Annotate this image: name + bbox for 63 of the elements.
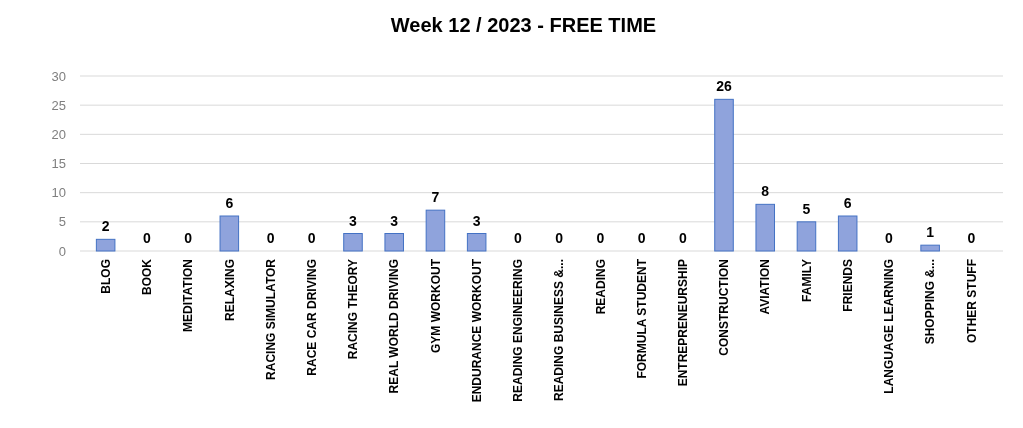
x-tick-label: BOOK xyxy=(140,258,155,295)
x-tick-label: SHOPPING &... xyxy=(923,259,938,345)
bar xyxy=(714,98,734,252)
data-label: 0 xyxy=(307,230,316,246)
x-tick-label: OTHER STUFF xyxy=(964,259,979,343)
y-tick-label: 25 xyxy=(51,97,66,113)
x-tick-label: FAMILY xyxy=(799,259,814,302)
x-tick-label: REAL WORLD DRIVING xyxy=(387,259,402,394)
x-tick-label: MEDITATION xyxy=(181,259,196,332)
x-tick-label: RACING THEORY xyxy=(346,259,361,360)
x-tick-label: FORMULA STUDENT xyxy=(634,258,649,379)
data-label: 8 xyxy=(761,183,770,200)
data-label: 0 xyxy=(885,230,894,246)
bar xyxy=(219,215,240,252)
data-label: 0 xyxy=(184,230,193,246)
x-tick-label: RACE CAR DRIVING xyxy=(304,259,319,376)
bar xyxy=(920,244,940,252)
bar xyxy=(837,215,858,252)
data-label: 6 xyxy=(225,195,234,211)
x-tick-label: LANGUAGE LEARNING xyxy=(882,259,897,394)
data-label: 3 xyxy=(472,212,481,229)
x-tick-label: GYM WORKOUT xyxy=(428,258,443,353)
data-label: 3 xyxy=(390,212,399,229)
y-tick-label: 30 xyxy=(51,68,66,84)
bar xyxy=(425,209,446,252)
data-label: 0 xyxy=(637,230,646,246)
x-tick-label: READING ENGINEERING xyxy=(511,259,526,402)
chart-title: Week 12 / 2023 - FREE TIME xyxy=(390,14,657,36)
data-label: 0 xyxy=(513,230,522,246)
y-tick-label: 10 xyxy=(51,185,66,201)
bar xyxy=(796,221,817,252)
data-label: 0 xyxy=(678,230,687,246)
x-tick-label: ENDURANCE WORKOUT xyxy=(469,258,484,403)
x-tick-label: AVIATION xyxy=(758,259,773,315)
y-tick-label: 0 xyxy=(58,243,66,259)
data-label: 5 xyxy=(802,200,811,217)
data-label: 7 xyxy=(431,189,440,206)
data-label: 0 xyxy=(967,230,976,246)
x-tick-label: READING BUSINESS &... xyxy=(552,259,567,402)
x-tick-label: READING xyxy=(593,259,608,315)
data-label: 0 xyxy=(266,230,275,246)
y-tick-label: 20 xyxy=(51,126,66,142)
data-label: 26 xyxy=(716,78,733,95)
x-tick-label: RELAXING xyxy=(222,259,237,322)
y-tick-label: 15 xyxy=(51,156,66,172)
bar xyxy=(466,233,487,252)
bar xyxy=(343,233,363,252)
bar xyxy=(384,233,404,252)
data-label: 0 xyxy=(555,230,564,246)
data-label: 0 xyxy=(596,230,605,246)
bar xyxy=(95,238,116,252)
data-label: 1 xyxy=(926,224,935,241)
y-tick-label: 5 xyxy=(58,214,66,230)
data-label: 6 xyxy=(843,195,852,211)
x-tick-label: ENTREPRENEURSHIP xyxy=(675,259,690,387)
x-tick-label: BLOG xyxy=(98,259,113,294)
data-label: 2 xyxy=(101,218,110,235)
bar xyxy=(755,203,776,252)
x-tick-label: RACING SIMULATOR xyxy=(263,258,278,380)
x-tick-label: FRIENDS xyxy=(840,259,855,312)
data-label: 3 xyxy=(349,212,358,229)
data-label: 0 xyxy=(142,230,151,246)
x-tick-label: CONSTRUCTION xyxy=(717,259,732,356)
